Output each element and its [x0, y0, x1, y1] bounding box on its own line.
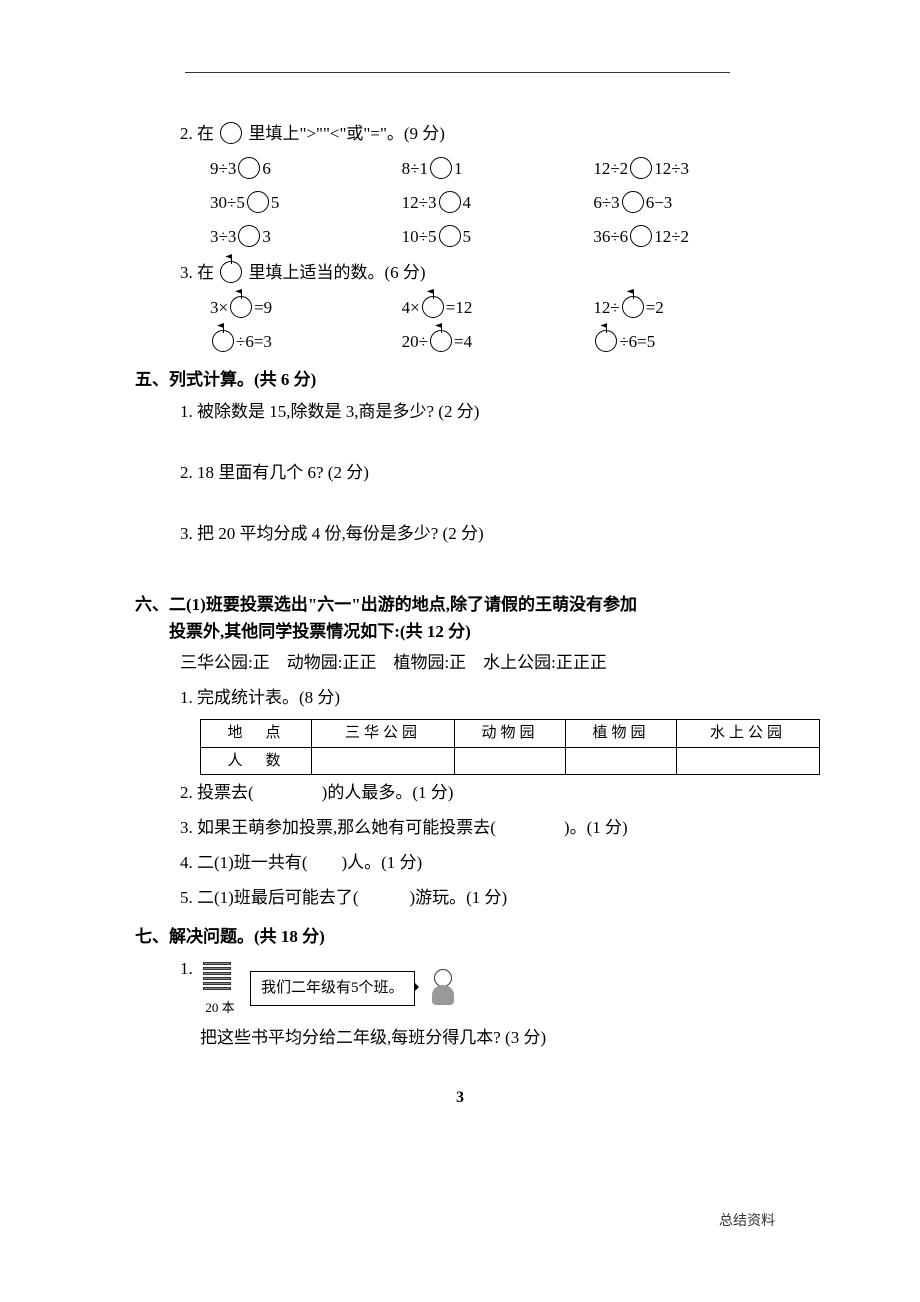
- tally-table: 地 点 三华公园 动物园 植物园 水上公园 人 数: [200, 719, 820, 776]
- s5-item2: 2. 18 里面有几个 6? (2 分): [180, 459, 785, 488]
- blank-cell[interactable]: [566, 747, 677, 775]
- girl-icon: [425, 967, 461, 1011]
- expr: 10÷5: [402, 227, 437, 246]
- blank-cell[interactable]: [312, 747, 455, 775]
- expr: 3×: [210, 298, 228, 317]
- expr: 5: [463, 227, 472, 246]
- expr: =12: [446, 298, 473, 317]
- q3-title-post: 里填上适当的数。(6 分): [249, 263, 426, 282]
- blank-cell[interactable]: [454, 747, 565, 775]
- expr: ÷6=5: [619, 332, 655, 351]
- expr: =9: [254, 298, 272, 317]
- page-number: 3: [0, 1089, 920, 1107]
- blank-flag-circle[interactable]: [430, 330, 452, 352]
- table-row: 人 数: [201, 747, 820, 775]
- blank-cell[interactable]: [677, 747, 820, 775]
- th: 水上公园: [677, 719, 820, 747]
- q2-title-pre: 2. 在: [180, 124, 214, 143]
- books-icon: [200, 959, 234, 997]
- section7-heading: 七、解决问题。(共 18 分): [135, 923, 785, 951]
- blank-circle[interactable]: [630, 157, 652, 179]
- expr: 6: [262, 159, 271, 178]
- expr: 3÷3: [210, 227, 236, 246]
- blank-flag-circle[interactable]: [230, 296, 252, 318]
- circle-icon: [220, 122, 242, 144]
- books-label: 20 本: [200, 997, 240, 1018]
- expr: 9÷3: [210, 159, 236, 178]
- s6-q2: 2. 投票去( )的人最多。(1 分): [180, 779, 785, 808]
- expr: 8÷1: [402, 159, 428, 178]
- section6-heading-l1: 六、二(1)班要投票选出"六一"出游的地点,除了请假的王萌没有参加: [135, 591, 785, 618]
- th: 三华公园: [312, 719, 455, 747]
- row-label: 人 数: [201, 747, 312, 775]
- th: 动物园: [454, 719, 565, 747]
- s6-q1: 1. 完成统计表。(8 分): [180, 684, 785, 713]
- section6-heading-l2: 投票外,其他同学投票情况如下:(共 12 分): [169, 618, 785, 645]
- s7-q1-num: 1.: [180, 955, 200, 983]
- expr: 30÷5: [210, 193, 245, 212]
- expr: 12÷2: [654, 227, 689, 246]
- expr: 4×: [402, 298, 420, 317]
- blank-circle[interactable]: [247, 191, 269, 213]
- blank-flag-circle[interactable]: [212, 330, 234, 352]
- s6-q5: 5. 二(1)班最后可能去了( )游玩。(1 分): [180, 884, 785, 913]
- expr: =4: [454, 332, 472, 351]
- expr: 36÷6: [593, 227, 628, 246]
- th: 地 点: [201, 719, 312, 747]
- flag-circle-icon: [220, 261, 242, 283]
- blank-circle[interactable]: [439, 191, 461, 213]
- tally-line: 三华公园:正 动物园:正正 植物园:正 水上公园:正正正: [180, 649, 785, 678]
- blank-circle[interactable]: [238, 157, 260, 179]
- expr: 20÷: [402, 332, 428, 351]
- expr: 12÷2: [593, 159, 628, 178]
- section5-heading: 五、列式计算。(共 6 分): [135, 366, 785, 394]
- s6-q3: 3. 如果王萌参加投票,那么她有可能投票去( )。(1 分): [180, 814, 785, 843]
- q3-title-pre: 3. 在: [180, 263, 214, 282]
- expr: 6−3: [646, 193, 673, 212]
- expr: 4: [463, 193, 472, 212]
- blank-circle[interactable]: [238, 225, 260, 247]
- expr: 12÷3: [654, 159, 689, 178]
- blank-flag-circle[interactable]: [595, 330, 617, 352]
- s6-q4: 4. 二(1)班一共有( )人。(1 分): [180, 849, 785, 878]
- footer-note: 总结资料: [719, 1210, 775, 1230]
- blank-circle[interactable]: [430, 157, 452, 179]
- table-row: 地 点 三华公园 动物园 植物园 水上公园: [201, 719, 820, 747]
- th: 植物园: [566, 719, 677, 747]
- expr: 5: [271, 193, 280, 212]
- expr: 6÷3: [593, 193, 619, 212]
- q2-title-post: 里填上">""<"或"="。(9 分): [249, 124, 445, 143]
- blank-flag-circle[interactable]: [422, 296, 444, 318]
- expr: 3: [262, 227, 271, 246]
- speech-bubble: 我们二年级有5个班。: [250, 971, 415, 1006]
- expr: 1: [454, 159, 463, 178]
- blank-circle[interactable]: [630, 225, 652, 247]
- s5-item1: 1. 被除数是 15,除数是 3,商是多少? (2 分): [180, 398, 785, 427]
- blank-circle[interactable]: [622, 191, 644, 213]
- expr: 12÷3: [402, 193, 437, 212]
- expr: ÷6=3: [236, 332, 272, 351]
- blank-flag-circle[interactable]: [622, 296, 644, 318]
- s7-q1-text: 把这些书平均分给二年级,每班分得几本? (3 分): [200, 1024, 546, 1053]
- blank-circle[interactable]: [439, 225, 461, 247]
- expr: 12÷: [593, 298, 619, 317]
- s5-item3: 3. 把 20 平均分成 4 份,每份是多少? (2 分): [180, 520, 785, 549]
- expr: =2: [646, 298, 664, 317]
